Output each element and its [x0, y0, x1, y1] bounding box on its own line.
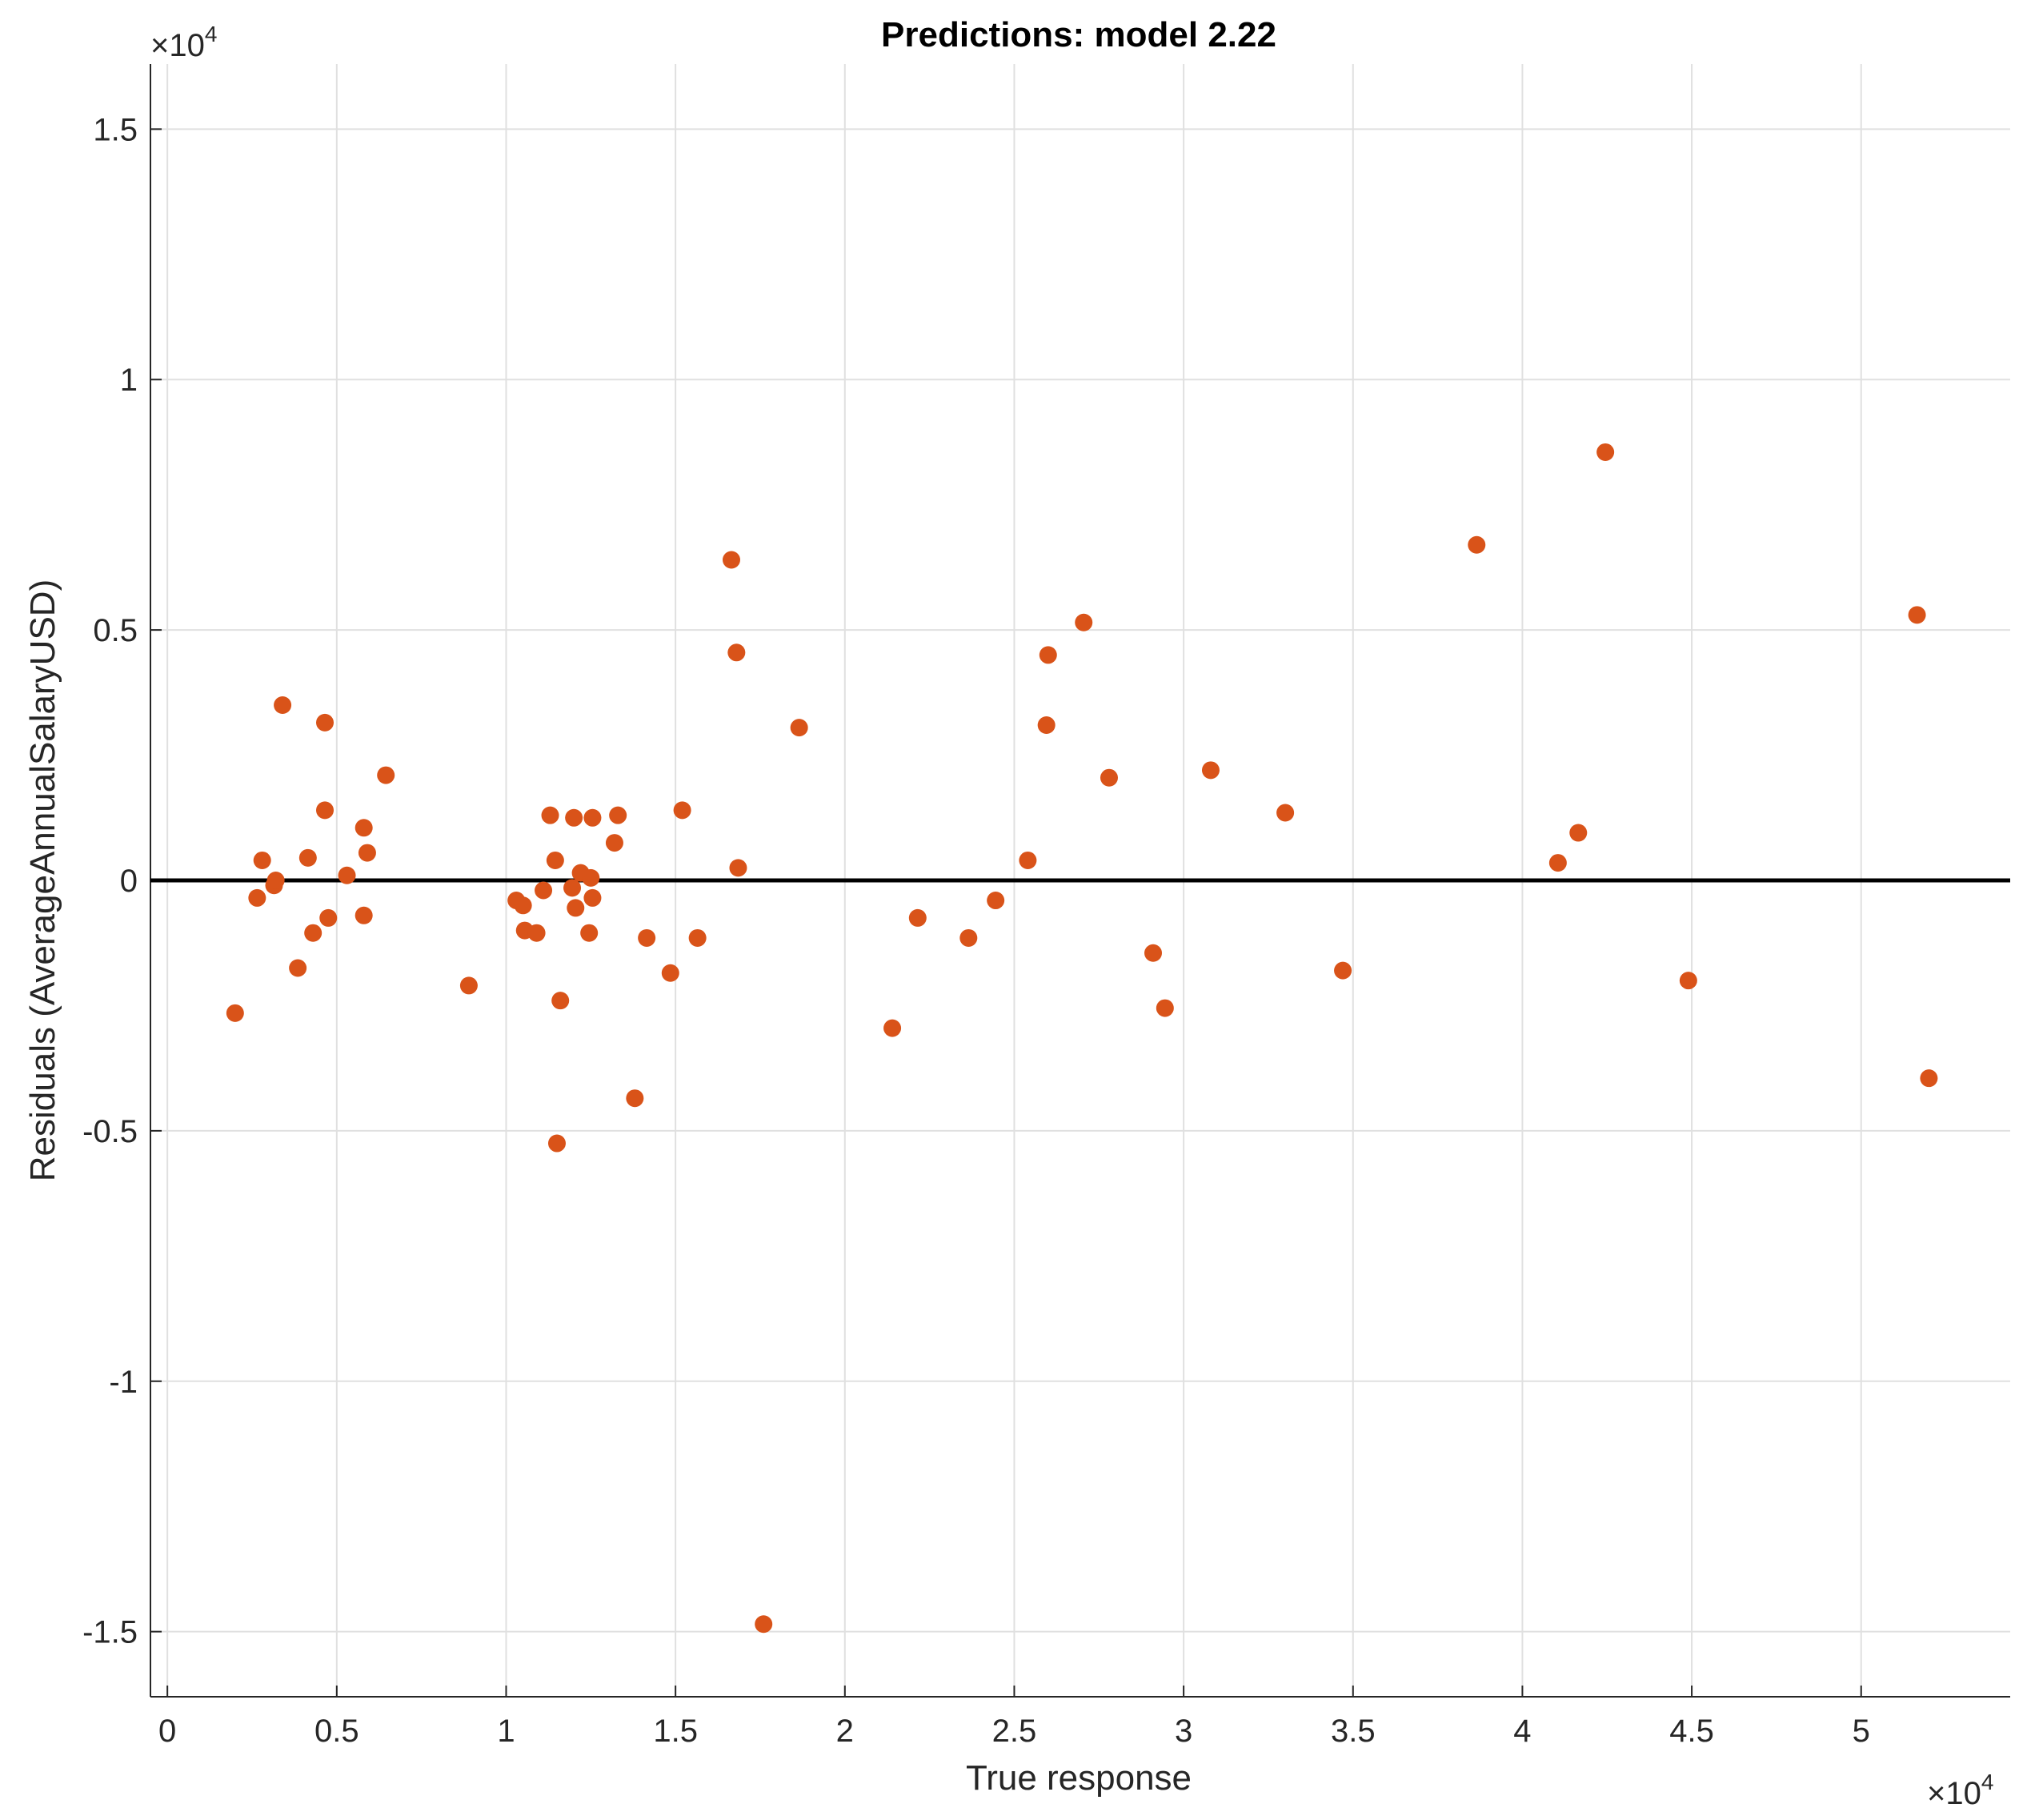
- data-point: [514, 896, 532, 915]
- x-exponent-base: ×10: [1927, 1776, 1981, 1811]
- svg-text:×104: ×104: [150, 22, 217, 63]
- data-point: [1548, 854, 1567, 872]
- data-point: [959, 928, 978, 947]
- x-axis-label: True response: [966, 1758, 1192, 1798]
- x-tick-label: 0: [158, 1714, 176, 1749]
- data-point: [1920, 1069, 1938, 1088]
- data-point: [377, 766, 395, 784]
- data-point: [729, 859, 747, 877]
- data-point: [1276, 804, 1295, 822]
- data-point: [563, 879, 582, 897]
- y-tick-label: -1.5: [82, 1615, 138, 1650]
- data-point: [547, 1134, 566, 1153]
- x-tick-label: 4: [1513, 1714, 1531, 1749]
- data-point: [1100, 768, 1118, 787]
- data-point: [1201, 761, 1220, 780]
- chart-title: Predictions: model 2.22: [881, 15, 1276, 54]
- x-tick-label: 2: [836, 1714, 854, 1749]
- data-point: [266, 872, 285, 889]
- data-point: [316, 801, 334, 820]
- data-point: [1039, 646, 1057, 664]
- data-point: [790, 719, 808, 737]
- data-point: [582, 868, 600, 887]
- data-point: [1144, 944, 1163, 962]
- data-point: [551, 992, 570, 1010]
- x-tick-label: 3.5: [1331, 1714, 1376, 1749]
- y-tick-label: -1: [109, 1365, 138, 1400]
- data-point: [565, 808, 583, 827]
- data-point: [253, 851, 271, 869]
- data-point: [316, 713, 334, 732]
- data-point: [355, 819, 373, 837]
- data-point: [609, 806, 627, 824]
- y-tick-label: 0: [120, 864, 138, 899]
- data-point: [583, 888, 602, 907]
- y-tick-label: 1.5: [93, 112, 138, 147]
- data-point: [661, 964, 679, 982]
- data-points: [226, 443, 1938, 1634]
- data-point: [248, 888, 266, 907]
- y-exponent-power: 4: [205, 22, 218, 46]
- data-point: [583, 808, 602, 827]
- data-point: [1156, 999, 1174, 1017]
- x-tick-label: 0.5: [314, 1714, 359, 1749]
- data-point: [226, 1004, 244, 1022]
- y-tick-label: -0.5: [82, 1114, 138, 1149]
- data-point: [722, 551, 740, 569]
- y-exponent-base: ×10: [150, 28, 205, 63]
- data-point: [304, 924, 322, 942]
- svg-text:×104: ×104: [1927, 1770, 1993, 1811]
- data-point: [1019, 851, 1037, 869]
- data-point: [580, 924, 599, 942]
- data-point: [755, 1615, 773, 1634]
- data-point: [688, 928, 707, 947]
- x-tick-label: 1.5: [653, 1714, 698, 1749]
- data-point: [908, 908, 927, 927]
- data-point: [358, 844, 376, 862]
- y-exponent-label: ×104: [150, 22, 217, 63]
- data-point: [289, 959, 307, 977]
- data-point: [987, 892, 1005, 910]
- data-point: [535, 881, 553, 900]
- data-point: [527, 924, 546, 942]
- data-point: [883, 1019, 902, 1037]
- data-point: [727, 643, 746, 662]
- x-exponent-label: ×104: [1927, 1770, 1993, 1811]
- data-point: [1334, 961, 1352, 980]
- data-point: [546, 851, 564, 869]
- data-point: [274, 696, 292, 714]
- y-tick-label: 0.5: [93, 613, 138, 648]
- data-point: [459, 976, 478, 995]
- data-point: [1908, 606, 1926, 624]
- data-point: [626, 1089, 644, 1108]
- data-point: [298, 848, 317, 867]
- data-point: [355, 906, 373, 924]
- data-point: [673, 801, 691, 820]
- data-point: [1468, 535, 1486, 554]
- data-point: [541, 806, 559, 824]
- x-tick-label: 1: [497, 1714, 515, 1749]
- data-point: [1596, 443, 1615, 461]
- data-point: [319, 908, 338, 927]
- data-point: [1075, 613, 1093, 631]
- tick-labels: 0 0.5 1 1.5 2 2.5 3 3.5 4 4.5 5 1.5 1 0.5 0 -0.5 -1 -1.5: [82, 112, 1870, 1749]
- x-tick-label: 5: [1853, 1714, 1870, 1749]
- data-point: [338, 866, 356, 884]
- data-point: [567, 899, 585, 917]
- data-point: [605, 834, 623, 852]
- x-exponent-power: 4: [1981, 1770, 1994, 1794]
- x-tick-label: 4.5: [1669, 1714, 1714, 1749]
- y-tick-label: 1: [120, 363, 138, 398]
- y-axis-label: Residuals (AverageAnnualSalaryUSD): [23, 579, 62, 1181]
- data-point: [638, 928, 656, 947]
- data-point: [1037, 716, 1056, 735]
- data-point: [1679, 972, 1697, 990]
- data-point: [1569, 824, 1588, 842]
- x-tick-label: 3: [1175, 1714, 1192, 1749]
- x-tick-label: 2.5: [992, 1714, 1037, 1749]
